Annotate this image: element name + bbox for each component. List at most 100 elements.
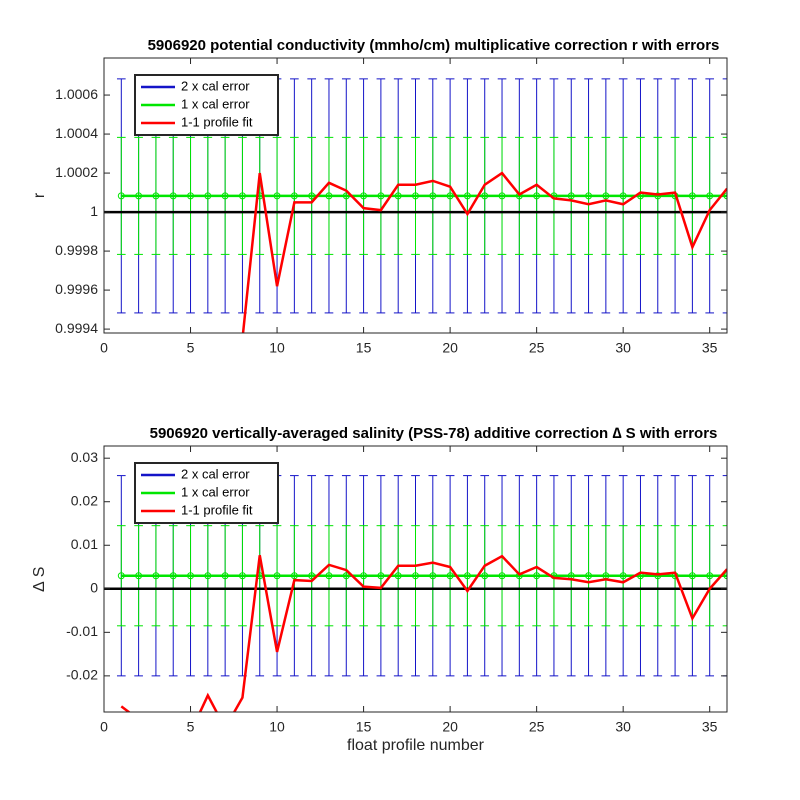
center-marker <box>412 192 419 200</box>
plot-marks <box>104 78 727 333</box>
center-marker <box>187 192 195 200</box>
y-tick-label: 0.02 <box>71 492 98 508</box>
legend-label: 2 x cal error <box>181 78 250 93</box>
center-marker <box>273 572 281 580</box>
y-axis-label: r <box>31 192 48 198</box>
center-marker <box>152 192 160 200</box>
center-marker <box>688 572 696 580</box>
error-bar <box>722 78 727 314</box>
center-marker <box>463 572 471 580</box>
center-marker <box>585 572 593 580</box>
x-tick-label: 35 <box>702 719 718 735</box>
x-tick-label: 25 <box>529 719 545 735</box>
legend-label: 2 x cal error <box>181 466 250 481</box>
legend-label: 1-1 profile fit <box>181 114 253 129</box>
center-marker <box>169 572 177 580</box>
y-tick-label: -0.01 <box>66 623 98 639</box>
center-marker <box>654 572 662 580</box>
center-marker <box>567 192 575 200</box>
x-tick-label: 35 <box>702 340 718 356</box>
center-marker <box>394 572 402 580</box>
center-marker <box>706 572 714 580</box>
chart-title: 5906920 vertically-averaged salinity (PS… <box>150 425 718 442</box>
center-marker <box>412 572 419 580</box>
y-tick-label: 1.0002 <box>55 164 98 180</box>
center-marker <box>602 192 610 200</box>
center-marker <box>481 572 489 580</box>
fit-line <box>241 171 727 333</box>
center-marker <box>169 192 177 200</box>
y-tick-label: 0.9996 <box>55 281 98 297</box>
center-marker <box>238 192 246 200</box>
center-marker <box>187 572 195 580</box>
axes-box <box>103 57 728 334</box>
x-axis-label: float profile number <box>347 737 485 754</box>
center-marker <box>688 192 696 200</box>
center-marker <box>221 192 229 200</box>
y-tick-label: 0 <box>90 579 98 595</box>
center-marker <box>723 192 727 200</box>
center-marker <box>308 192 316 200</box>
x-tick-label: 10 <box>269 340 285 356</box>
center-marker <box>619 572 627 580</box>
chart-title: 5906920 potential conductivity (mmho/cm)… <box>148 37 720 54</box>
y-tick-label: 1.0004 <box>55 125 98 141</box>
legend: 2 x cal error 1 x cal error 1-1 profile fi… <box>134 462 279 524</box>
y-tick-label: 0.9998 <box>55 242 98 258</box>
y-tick-label: 1 <box>90 203 98 219</box>
legend-label: 1 x cal error <box>181 484 250 499</box>
center-marker <box>619 192 627 200</box>
center-marker <box>654 192 662 200</box>
y-tick-label: -0.02 <box>66 667 98 683</box>
center-marker <box>429 572 437 580</box>
center-marker <box>498 572 506 580</box>
center-marker <box>706 192 714 200</box>
y-tick-label: 1.0006 <box>55 86 98 102</box>
center-marker <box>446 572 454 580</box>
x-tick-label: 30 <box>615 340 631 356</box>
center-marker <box>273 192 281 200</box>
center-marker <box>394 192 402 200</box>
y-tick-label: 0.03 <box>71 449 98 465</box>
center-marker <box>204 572 212 580</box>
center-marker <box>308 572 316 580</box>
x-tick-label: 25 <box>529 340 545 356</box>
center-marker <box>533 572 541 580</box>
legend-label: 1 x cal error <box>181 96 250 111</box>
center-marker <box>360 572 368 580</box>
x-tick-label: 0 <box>100 340 108 356</box>
center-marker <box>325 192 333 200</box>
x-tick-label: 15 <box>356 719 372 735</box>
center-marker <box>290 192 298 200</box>
x-tick-label: 30 <box>615 719 631 735</box>
center-marker <box>498 192 506 200</box>
y-tick-label: 0.9994 <box>55 320 98 336</box>
center-marker <box>342 572 350 580</box>
center-marker <box>463 192 471 200</box>
center-marker <box>117 572 125 580</box>
center-marker <box>342 192 350 200</box>
center-marker <box>446 192 454 200</box>
center-marker <box>585 192 593 200</box>
center-marker <box>135 192 143 200</box>
x-tick-label: 0 <box>100 719 108 735</box>
center-marker <box>325 572 333 580</box>
legend-label: 1-1 profile fit <box>181 502 253 517</box>
center-marker <box>429 192 437 200</box>
center-marker <box>723 572 727 580</box>
x-tick-label: 5 <box>187 340 195 356</box>
center-marker <box>377 572 385 580</box>
center-marker <box>221 572 229 580</box>
center-marker <box>238 572 246 580</box>
center-marker <box>204 192 212 200</box>
fit-line <box>120 554 727 712</box>
center-marker <box>377 192 385 200</box>
y-tick-label: 0.01 <box>71 536 98 552</box>
center-marker <box>481 192 489 200</box>
center-marker <box>360 192 368 200</box>
center-marker <box>290 572 298 580</box>
error-bar <box>722 136 727 255</box>
center-marker <box>135 572 143 580</box>
axes-box <box>103 445 728 713</box>
